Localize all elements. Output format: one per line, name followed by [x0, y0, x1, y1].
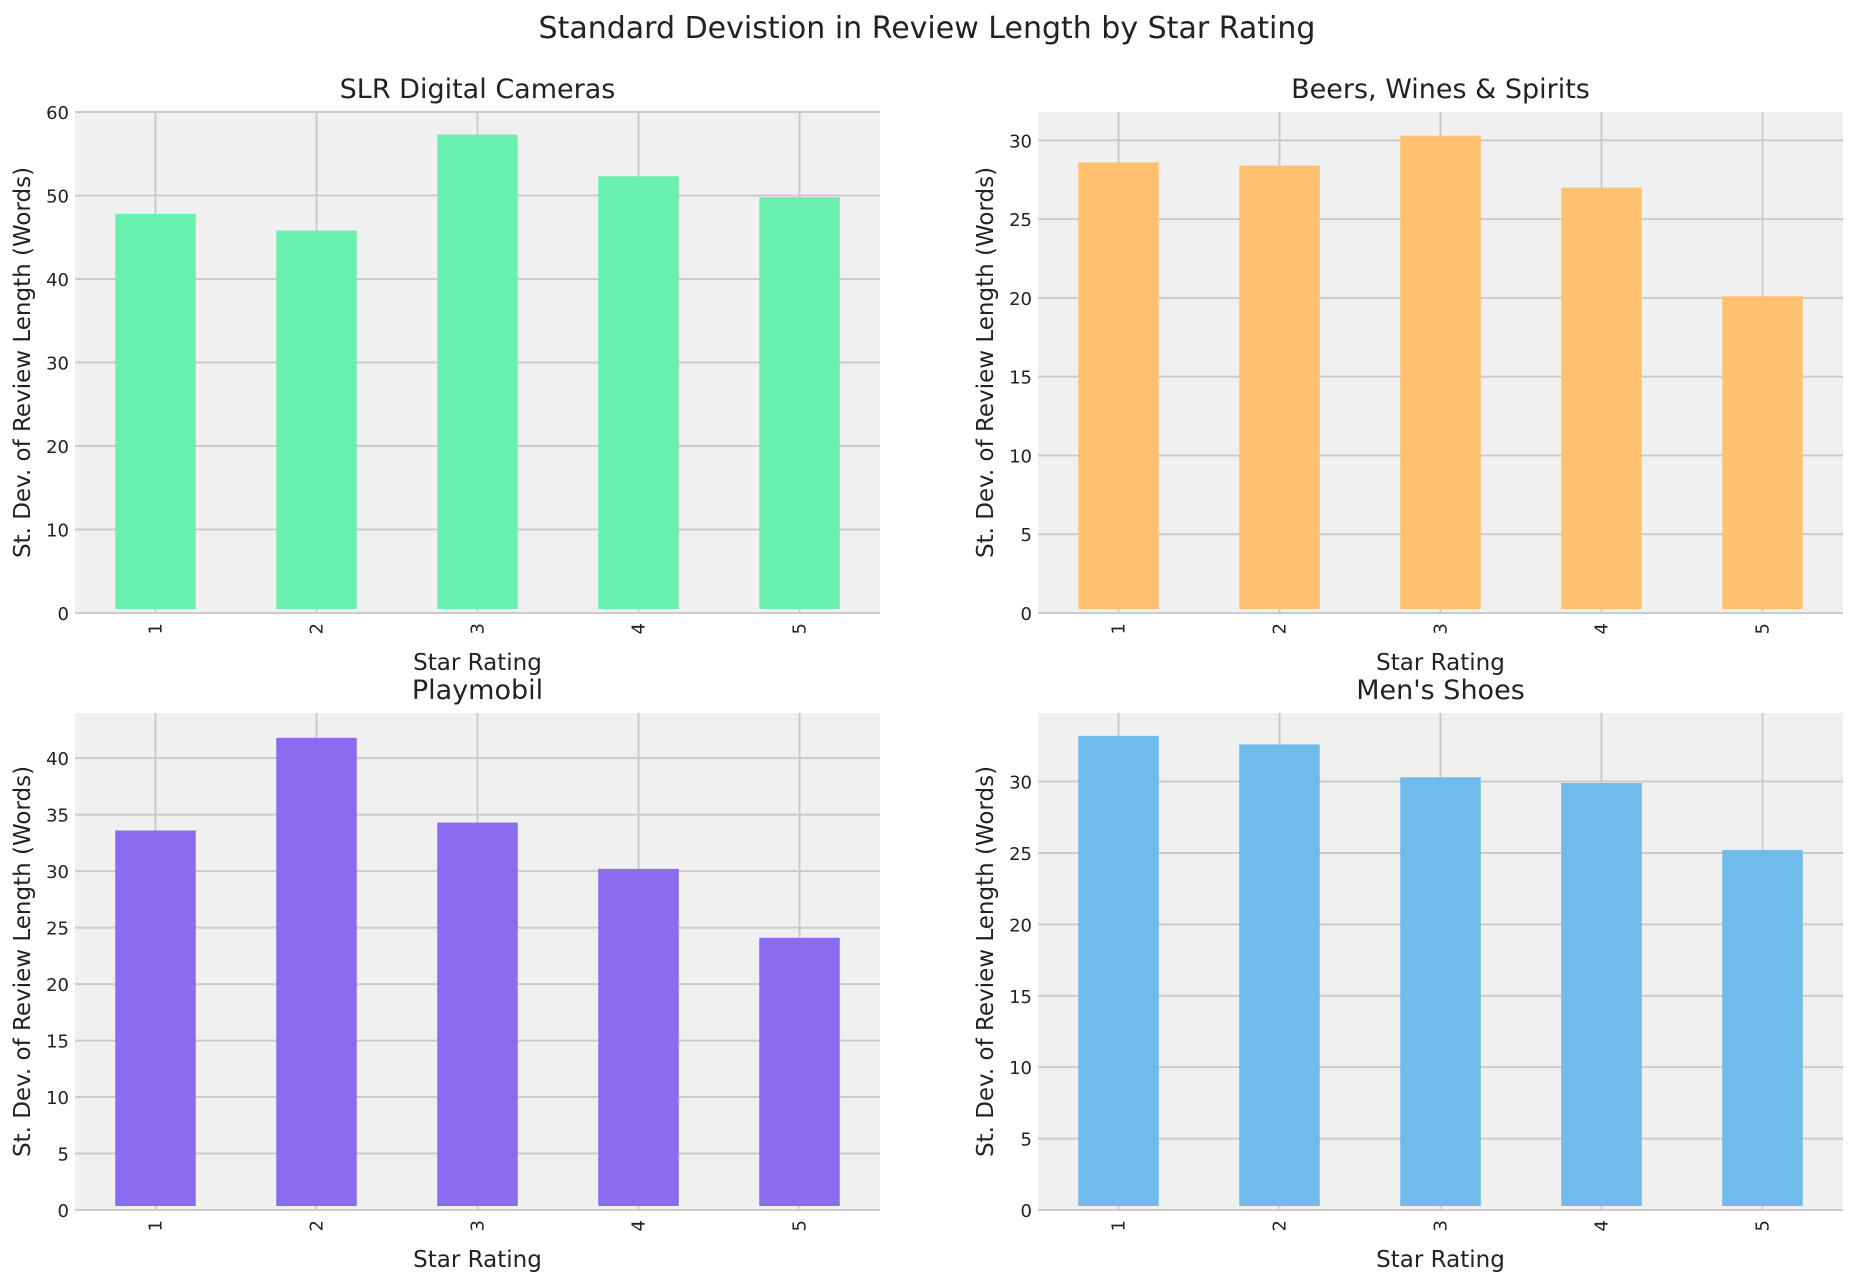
y-tick-label: 30 — [1009, 773, 1032, 794]
bar-2 — [276, 230, 357, 609]
y-tick-label: 10 — [46, 1088, 69, 1109]
x-axis-label: Star Rating — [1376, 1247, 1505, 1273]
bar-4 — [1561, 782, 1642, 1206]
bar-3 — [1400, 777, 1481, 1206]
y-tick-label: 20 — [46, 437, 69, 458]
figure-title: Standard Devistion in Review Length by S… — [539, 11, 1316, 46]
x-tick-label: 1 — [146, 623, 167, 634]
bar-2 — [1239, 744, 1320, 1206]
subplot-title: Playmobil — [412, 675, 543, 706]
x-tick-label: 4 — [629, 623, 650, 634]
y-tick-label: 25 — [1009, 844, 1032, 865]
x-axis-label: Star Rating — [413, 650, 542, 676]
y-tick-label: 0 — [1021, 604, 1032, 625]
y-axis-label: St. Dev. of Review Length (Words) — [10, 766, 36, 1157]
y-tick-label: 10 — [1009, 1058, 1032, 1079]
y-tick-label: 5 — [1021, 1130, 1032, 1151]
x-tick-label: 3 — [1431, 1220, 1452, 1231]
y-tick-label: 5 — [1021, 525, 1032, 546]
y-tick-label: 60 — [46, 103, 69, 124]
x-tick-label: 2 — [1270, 1220, 1291, 1231]
y-tick-label: 20 — [1009, 915, 1032, 936]
bar-1 — [1078, 735, 1159, 1206]
y-axis-label: St. Dev. of Review Length (Words) — [973, 766, 999, 1157]
y-axis-label: St. Dev. of Review Length (Words) — [10, 167, 36, 558]
x-tick-label: 5 — [790, 623, 811, 634]
bar-5 — [759, 197, 840, 610]
y-axis-label: St. Dev. of Review Length (Words) — [973, 167, 999, 558]
subplot-2: 0 5 10 15 20 25 30 1 2 3 4 5 Beers, Wines & Spirits S… — [973, 74, 1843, 676]
subplot-title: SLR Digital Cameras — [340, 74, 616, 105]
x-tick-label: 5 — [790, 1220, 811, 1231]
y-tick-label: 20 — [1009, 289, 1032, 310]
y-tick-label: 30 — [46, 354, 69, 375]
bar-5 — [1722, 850, 1803, 1206]
x-axis-label: Star Rating — [413, 1247, 542, 1273]
bar-2 — [276, 737, 357, 1206]
x-tick-label: 1 — [146, 1220, 167, 1231]
subplot-3: 0 5 10 15 20 25 30 35 40 1 2 3 4 5 Playmobil Star Ratin… — [10, 675, 880, 1273]
y-tick-label: 25 — [46, 919, 69, 940]
y-tick-label: 0 — [58, 604, 69, 625]
x-tick-label: 3 — [468, 623, 489, 634]
x-tick-label: 2 — [1270, 623, 1291, 634]
x-tick-label: 3 — [468, 1220, 489, 1231]
bar-5 — [759, 937, 840, 1206]
y-tick-label: 30 — [46, 862, 69, 883]
subplot-title: Men's Shoes — [1356, 675, 1525, 706]
subplot-4: 0 5 10 15 20 25 30 1 2 3 4 5 Men's Shoes Star Rating S… — [973, 675, 1843, 1273]
x-tick-label: 1 — [1109, 623, 1130, 634]
x-tick-label: 2 — [307, 1220, 328, 1231]
y-tick-label: 25 — [1009, 210, 1032, 231]
bar-4 — [1561, 187, 1642, 610]
x-tick-label: 1 — [1109, 1220, 1130, 1231]
y-tick-label: 50 — [46, 187, 69, 208]
bar-4 — [598, 868, 679, 1206]
y-tick-label: 0 — [58, 1201, 69, 1222]
bar-4 — [598, 176, 679, 610]
y-tick-label: 5 — [58, 1145, 69, 1166]
x-axis-label: Star Rating — [1376, 650, 1505, 676]
x-tick-label: 4 — [1592, 1220, 1613, 1231]
subplot-1: 0 10 20 30 40 50 60 1 2 3 4 5 SLR Digital Cameras Sta… — [10, 74, 880, 676]
bar-3 — [1400, 135, 1481, 609]
bar-1 — [115, 830, 196, 1206]
bar-5 — [1722, 296, 1803, 609]
bar-3 — [437, 822, 518, 1206]
bar-1 — [115, 213, 196, 609]
y-tick-label: 35 — [46, 806, 69, 827]
y-tick-label: 15 — [1009, 987, 1032, 1008]
bar-3 — [437, 134, 518, 610]
y-tick-label: 15 — [46, 1032, 69, 1053]
y-tick-label: 30 — [1009, 131, 1032, 152]
bar-1 — [1078, 162, 1159, 609]
y-tick-label: 40 — [46, 749, 69, 770]
y-tick-label: 15 — [1009, 368, 1032, 389]
y-tick-label: 10 — [1009, 446, 1032, 467]
y-tick-label: 10 — [46, 521, 69, 542]
x-tick-label: 5 — [1753, 623, 1774, 634]
x-tick-label: 4 — [1592, 623, 1613, 634]
subplot-title: Beers, Wines & Spirits — [1291, 74, 1590, 105]
x-tick-label: 3 — [1431, 623, 1452, 634]
y-tick-label: 0 — [1021, 1201, 1032, 1222]
x-tick-label: 5 — [1753, 1220, 1774, 1231]
y-tick-label: 20 — [46, 975, 69, 996]
x-tick-label: 4 — [629, 1220, 650, 1231]
x-tick-label: 2 — [307, 623, 328, 634]
y-tick-label: 40 — [46, 270, 69, 291]
bar-2 — [1239, 165, 1320, 609]
